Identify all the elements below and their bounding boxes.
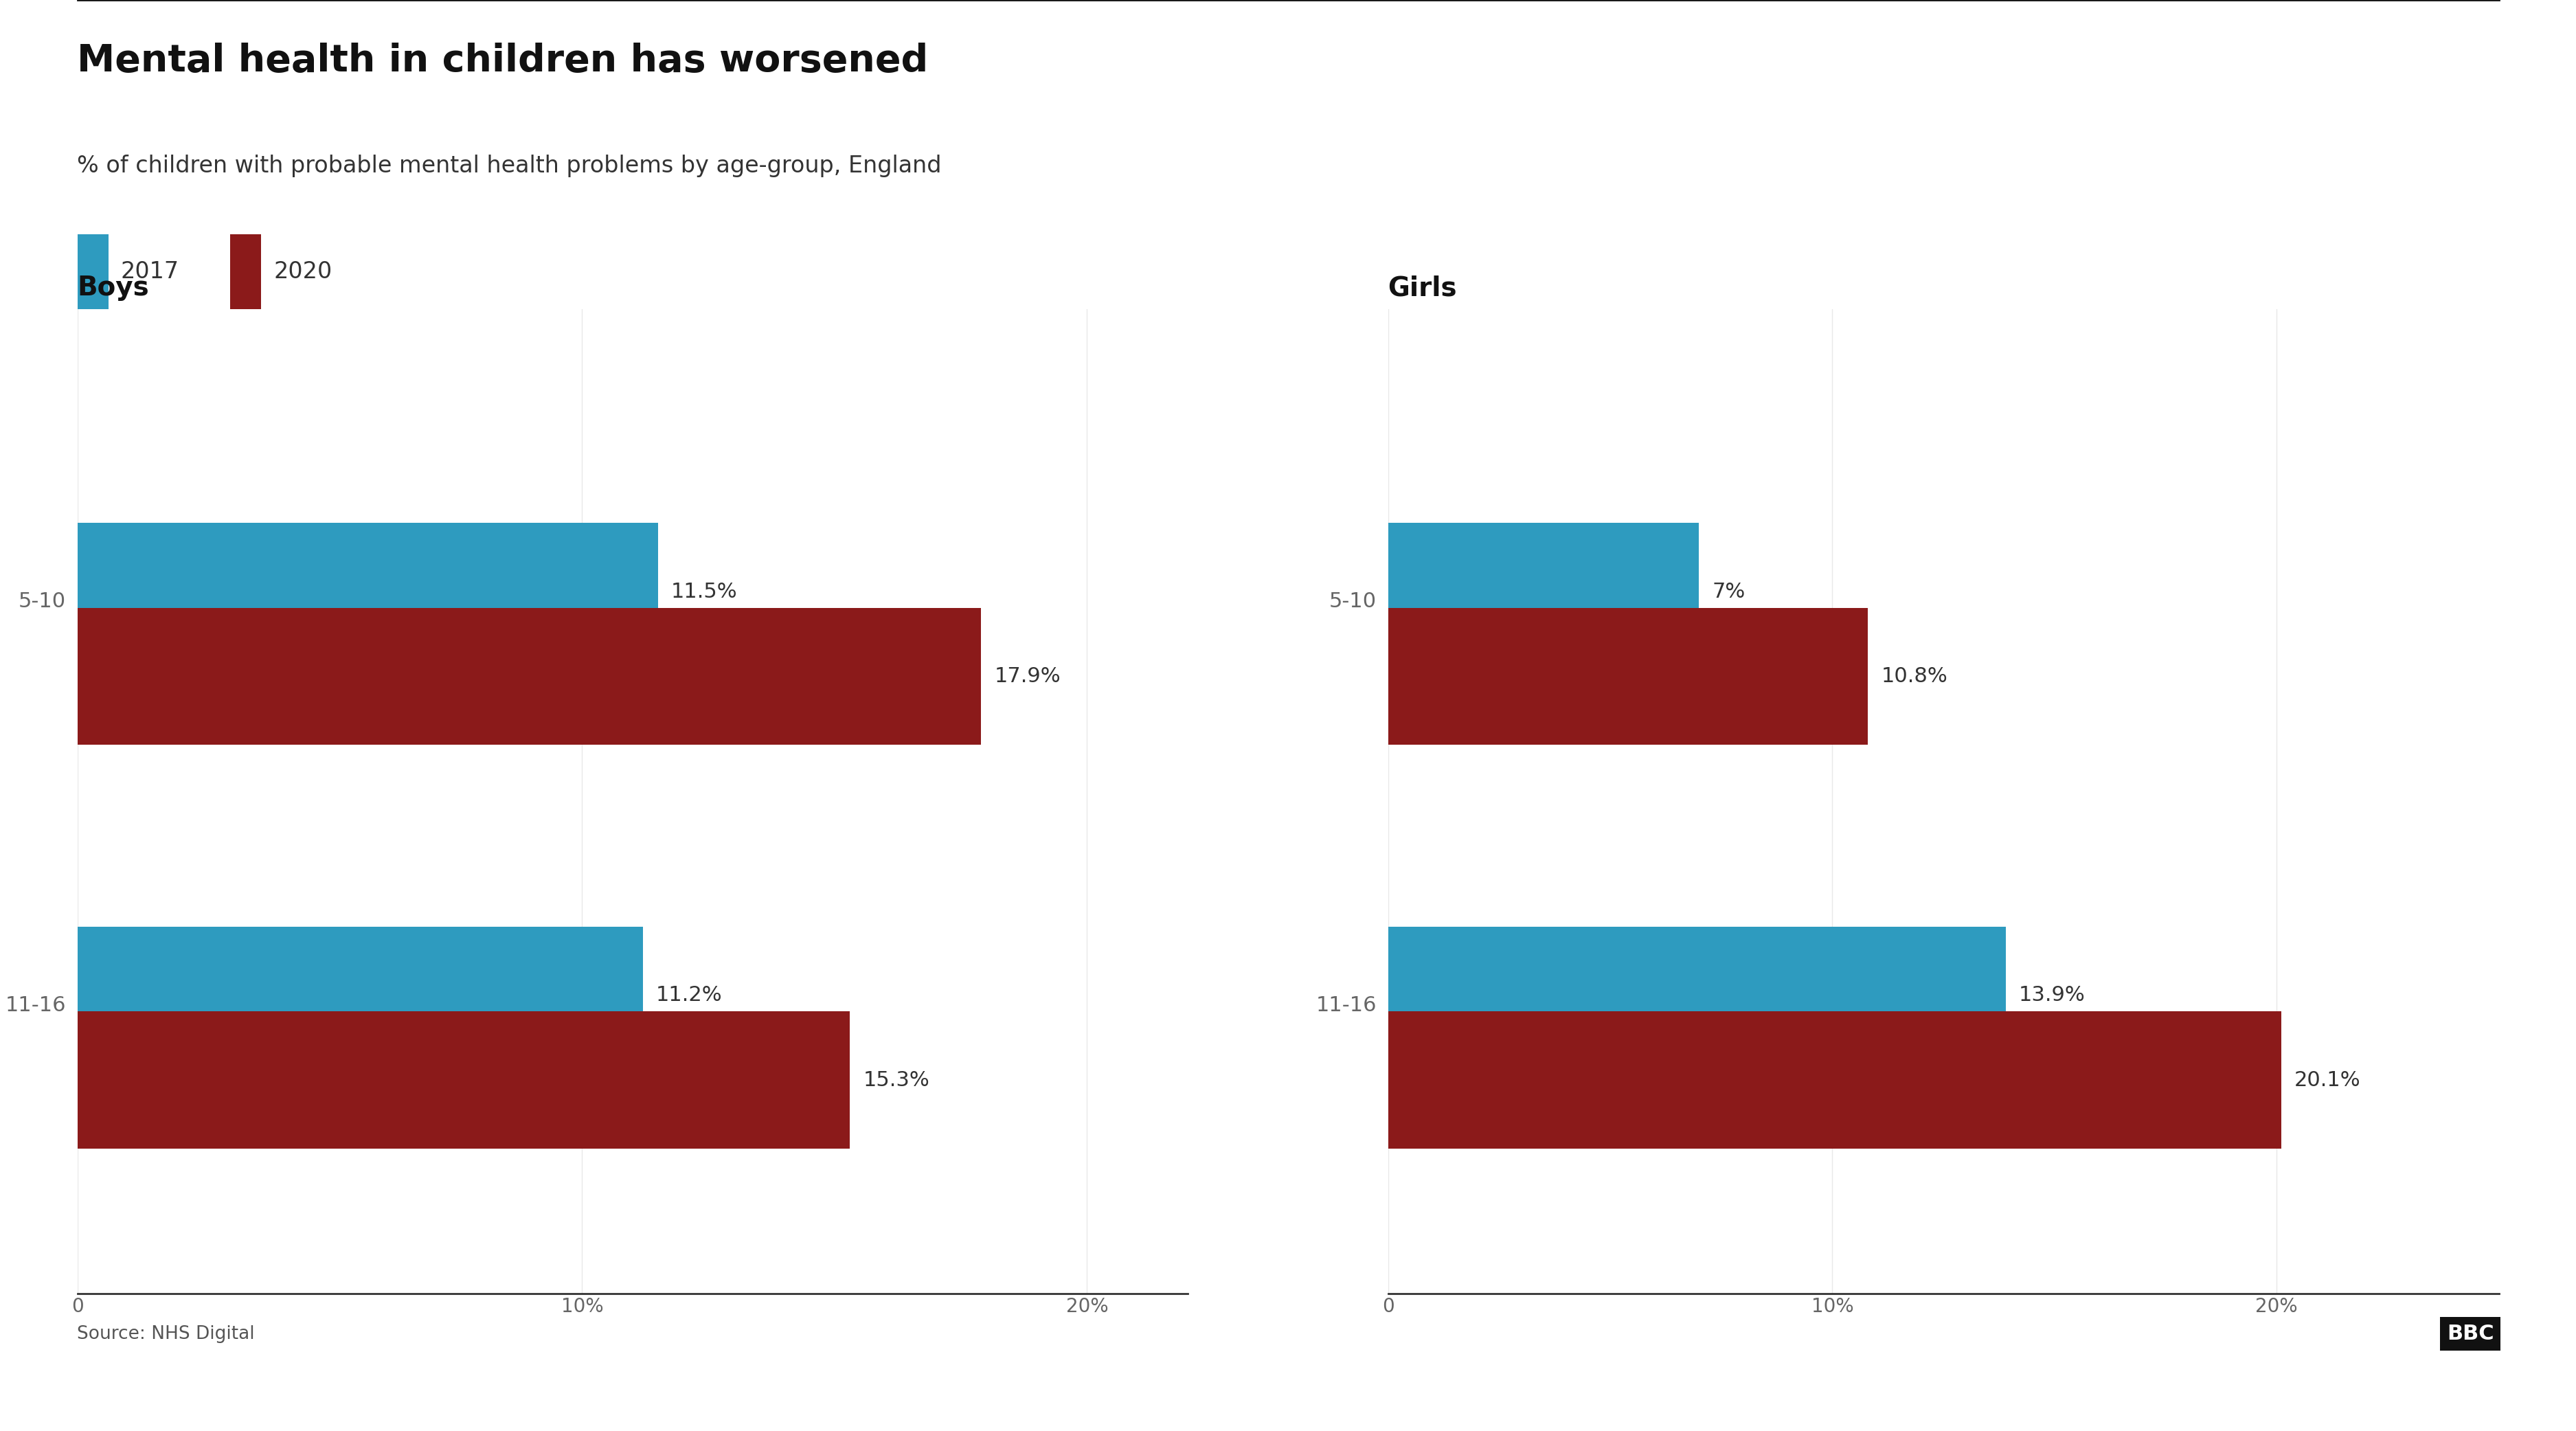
Text: 7%: 7%	[1713, 581, 1747, 601]
Text: % of children with probable mental health problems by age-group, England: % of children with probable mental healt…	[77, 155, 943, 177]
Bar	[1388, 608, 1868, 746]
Text: 2020: 2020	[273, 260, 332, 283]
Text: 11.5%: 11.5%	[672, 581, 737, 601]
Bar	[77, 1012, 850, 1149]
Text: 15.3%: 15.3%	[863, 1070, 930, 1090]
Text: 20.1%: 20.1%	[2295, 1070, 2360, 1090]
Text: Boys: Boys	[77, 275, 149, 302]
Bar	[1388, 522, 1700, 660]
Bar	[77, 927, 644, 1063]
Bar	[77, 522, 657, 660]
Bar	[1388, 927, 2007, 1063]
Text: Source: NHS Digital: Source: NHS Digital	[77, 1325, 255, 1342]
Text: 17.9%: 17.9%	[994, 667, 1061, 687]
Bar	[77, 608, 981, 746]
Text: 10.8%: 10.8%	[1880, 667, 1947, 687]
Text: 2017: 2017	[121, 260, 180, 283]
Bar	[1388, 1012, 2280, 1149]
Text: Girls: Girls	[1388, 275, 1458, 302]
Text: 11.2%: 11.2%	[657, 986, 721, 1005]
FancyBboxPatch shape	[229, 235, 260, 309]
FancyBboxPatch shape	[77, 235, 108, 309]
Text: Mental health in children has worsened: Mental health in children has worsened	[77, 43, 927, 80]
Text: BBC: BBC	[2447, 1324, 2494, 1344]
Text: 13.9%: 13.9%	[2020, 986, 2087, 1005]
